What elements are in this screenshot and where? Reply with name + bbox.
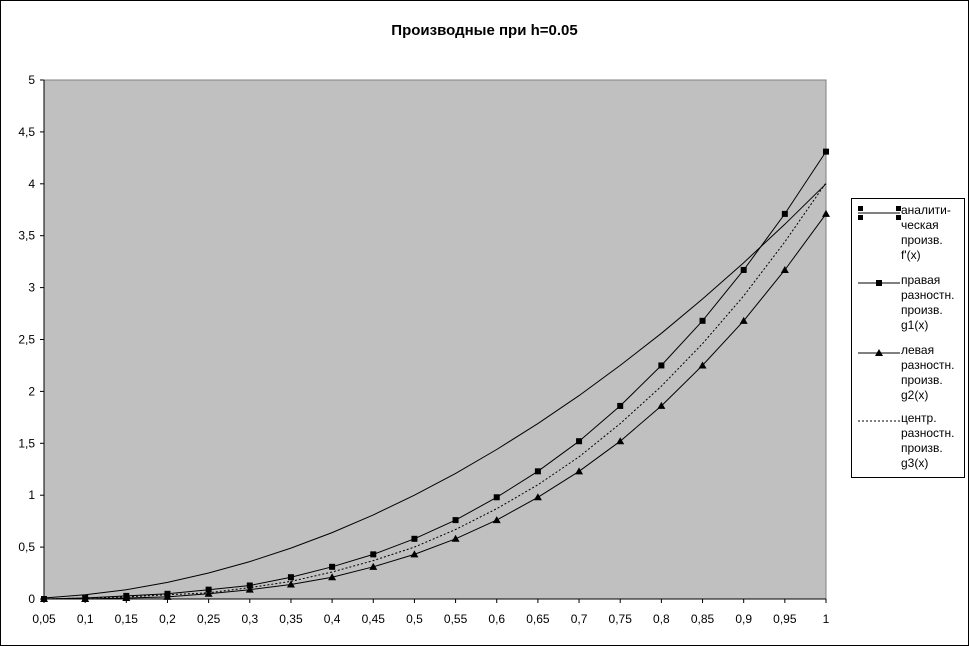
series-3-point bbox=[575, 467, 584, 475]
series-2-point bbox=[823, 148, 829, 155]
series-2-point bbox=[658, 362, 665, 369]
x-tick-label: 0,7 bbox=[571, 612, 588, 626]
x-tick-label: 0,95 bbox=[773, 612, 797, 626]
series-2-point bbox=[699, 317, 706, 324]
series-3-point bbox=[698, 361, 707, 369]
x-tick-label: 0,9 bbox=[735, 612, 752, 626]
legend-label-analytic: аналити-ческая произв. f'(x) bbox=[901, 203, 951, 262]
series-2-point bbox=[205, 586, 212, 593]
series-2-point bbox=[329, 563, 336, 570]
plot-area bbox=[43, 79, 827, 600]
x-tick-label: 0,75 bbox=[609, 612, 633, 626]
series-2-point bbox=[576, 438, 583, 445]
series-line-1 bbox=[43, 183, 827, 599]
x-tick-label: 0,45 bbox=[362, 612, 386, 626]
legend-key-central-diff bbox=[858, 420, 900, 422]
legend-label-left-diff: левая разностн. произв. g2(x) bbox=[901, 343, 955, 402]
series-2-point bbox=[411, 535, 418, 542]
y-tick-label: 0,5 bbox=[18, 540, 35, 554]
series-3-point bbox=[163, 592, 172, 600]
y-tick-label: 2,5 bbox=[18, 333, 35, 347]
y-tick-label: 5 bbox=[28, 73, 35, 87]
x-tick-label: 0,55 bbox=[444, 612, 468, 626]
series-2-point bbox=[534, 468, 541, 475]
series-3-point bbox=[122, 593, 131, 601]
x-tick-label: 0,1 bbox=[77, 612, 94, 626]
x-tick-label: 0,8 bbox=[653, 612, 670, 626]
x-tick-label: 0,85 bbox=[691, 612, 715, 626]
y-tick-label: 4,5 bbox=[18, 125, 35, 139]
legend-item-central-diff: центр. разностн. произв. g3(x) bbox=[852, 411, 964, 475]
x-tick-label: 0,25 bbox=[197, 612, 221, 626]
legend-item-right-diff: правая разностн. произв. g1(x) bbox=[852, 273, 964, 337]
y-tick-label: 4 bbox=[28, 177, 35, 191]
series-2-point bbox=[740, 266, 747, 273]
series-3-point bbox=[657, 401, 666, 409]
x-tick-label: 0,6 bbox=[488, 612, 505, 626]
legend: аналити-ческая произв. f'(x) правая разн… bbox=[851, 198, 965, 478]
series-3-point bbox=[822, 209, 830, 217]
legend-label-right-diff: правая разностн. произв. g1(x) bbox=[901, 273, 955, 332]
series-2-point bbox=[452, 517, 459, 524]
series-3-point bbox=[245, 585, 254, 593]
legend-key-right-diff bbox=[858, 280, 900, 286]
x-tick-label: 0,65 bbox=[526, 612, 550, 626]
series-3-point bbox=[780, 265, 789, 273]
series-3-point bbox=[204, 589, 213, 597]
x-tick-label: 0,2 bbox=[159, 612, 176, 626]
y-tick-label: 0 bbox=[28, 592, 35, 606]
series-2-point bbox=[617, 402, 624, 409]
series-3-point bbox=[533, 493, 542, 501]
legend-item-analytic: аналити-ческая произв. f'(x) bbox=[852, 203, 964, 267]
y-tick-label: 2 bbox=[28, 384, 35, 398]
y-tick-label: 3 bbox=[28, 281, 35, 295]
series-2-point bbox=[246, 582, 253, 589]
y-tick-label: 1,5 bbox=[18, 436, 35, 450]
y-tick-label: 3,5 bbox=[18, 229, 35, 243]
series-3-point bbox=[369, 562, 378, 570]
legend-item-left-diff: левая разностн. произв. g2(x) bbox=[852, 343, 964, 407]
chart-title: Производные при h=0.05 bbox=[391, 22, 578, 39]
x-tick-label: 0,05 bbox=[32, 612, 56, 626]
x-tick-label: 0,15 bbox=[115, 612, 139, 626]
series-3-point bbox=[410, 550, 419, 558]
series-2-point bbox=[493, 494, 500, 501]
series-3-point bbox=[492, 516, 501, 524]
legend-label-central-diff: центр. разностн. произв. g3(x) bbox=[901, 411, 955, 470]
series-3-point bbox=[616, 437, 625, 445]
y-tick-label: 1 bbox=[28, 488, 35, 502]
series-2-point bbox=[287, 574, 294, 581]
x-tick-label: 1 bbox=[823, 612, 830, 626]
series-2-point bbox=[370, 551, 377, 558]
x-tick-label: 0,5 bbox=[406, 612, 423, 626]
x-tick-label: 0,35 bbox=[279, 612, 303, 626]
series-3-point bbox=[451, 534, 460, 542]
series-line-2 bbox=[43, 151, 827, 600]
legend-key-left-diff bbox=[858, 349, 900, 356]
series-line-3 bbox=[44, 213, 827, 600]
series-3-point bbox=[328, 573, 337, 581]
series-2-point bbox=[781, 210, 788, 217]
series-3-point bbox=[286, 580, 295, 588]
legend-key-analytic bbox=[858, 206, 901, 220]
x-tick-label: 0,4 bbox=[324, 612, 341, 626]
x-tick-label: 0,3 bbox=[241, 612, 258, 626]
series-3-point bbox=[739, 316, 748, 324]
